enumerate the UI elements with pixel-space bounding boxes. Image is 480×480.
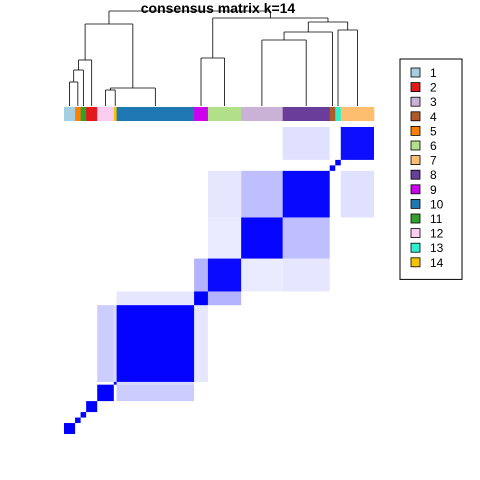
annotation-segment-12 <box>97 107 115 121</box>
legend-swatch-6 <box>410 140 421 151</box>
block-cluster-11 <box>80 412 87 418</box>
block-cluster-4 <box>329 165 336 171</box>
block-cluster-6 <box>207 258 242 292</box>
legend-swatch-8 <box>410 169 421 180</box>
legend-label-12: 12 <box>430 227 444 241</box>
legend-label-14: 14 <box>430 256 444 270</box>
offdiag-cell-10-14 <box>113 305 117 382</box>
offdiag-cell-10-12 <box>97 305 114 382</box>
legend-label-1: 1 <box>430 66 437 80</box>
legend-swatch-3 <box>410 96 421 107</box>
block-cluster-14 <box>113 381 117 385</box>
annotation-segment-8 <box>282 107 331 121</box>
block-cluster-13 <box>335 159 341 166</box>
legend-swatch-10 <box>410 198 421 209</box>
annotation-segment-3 <box>241 107 283 121</box>
legend-label-11: 11 <box>430 212 443 226</box>
legend-label-8: 8 <box>430 168 437 182</box>
legend-swatch-14 <box>410 257 421 268</box>
annotation-segment-1 <box>64 107 76 121</box>
annotation-segment-2 <box>86 107 98 121</box>
legend-swatch-2 <box>410 82 421 92</box>
legend-swatch-1 <box>410 67 421 78</box>
legend-swatch-4 <box>410 111 421 122</box>
offdiag-cell-10-14-t <box>116 381 195 385</box>
block-cluster-12 <box>97 384 114 402</box>
annotation-segment-14 <box>113 107 117 121</box>
offdiag-cell-3-6-t <box>241 258 283 292</box>
annotation-segment-13 <box>335 107 342 121</box>
annotation-segment-9 <box>194 107 209 121</box>
offdiag-cell-3-6 <box>207 217 242 259</box>
offdiag-cell-8-3-t <box>282 217 330 259</box>
block-cluster-9 <box>194 291 208 306</box>
offdiag-cell-8-6 <box>207 170 242 218</box>
offdiag-cell-8-7 <box>340 170 374 218</box>
annotation-segment-4 <box>329 107 336 121</box>
legend-swatch-5 <box>410 126 421 136</box>
legend-label-7: 7 <box>430 154 437 168</box>
legend-box <box>399 58 463 280</box>
offdiag-cell-8-3 <box>241 170 283 218</box>
block-cluster-1 <box>64 423 76 434</box>
chart-title: consensus matrix k=14 <box>141 0 296 16</box>
offdiag-cell-8-7-t <box>282 127 330 160</box>
offdiag-cell-10-12-t <box>116 384 195 402</box>
offdiag-cell-6-9 <box>194 258 208 292</box>
legend-swatch-9 <box>410 184 421 195</box>
block-cluster-2 <box>86 401 98 413</box>
consensus-matrix <box>64 127 374 434</box>
annotation-segment-5 <box>75 107 81 121</box>
column-annotation-bar <box>64 107 375 121</box>
offdiag-cell-10-9-t <box>116 291 195 306</box>
block-cluster-8 <box>282 170 330 218</box>
legend-label-10: 10 <box>430 197 444 211</box>
block-cluster-5 <box>75 417 81 424</box>
annotation-segment-7 <box>340 107 375 121</box>
annotation-segment-6 <box>207 107 242 121</box>
annotation-segment-11 <box>80 107 87 121</box>
legend-label-13: 13 <box>430 241 444 255</box>
legend-label-3: 3 <box>430 95 437 109</box>
legend-label-4: 4 <box>430 110 437 124</box>
legend-label-5: 5 <box>430 124 437 138</box>
legend-swatch-13 <box>410 242 421 253</box>
legend-label-2: 2 <box>430 81 437 95</box>
legend-swatch-7 <box>410 155 421 166</box>
offdiag-cell-8-6-t <box>282 258 330 292</box>
block-cluster-10 <box>116 305 195 382</box>
legend-label-9: 9 <box>430 183 437 197</box>
block-cluster-7 <box>340 127 374 160</box>
offdiag-cell-6-9-t <box>207 291 242 306</box>
legend-label-6: 6 <box>430 139 437 153</box>
annotation-segment-10 <box>116 107 195 121</box>
dendrogram <box>69 10 358 106</box>
block-cluster-3 <box>241 217 283 259</box>
legend-swatch-12 <box>410 228 421 239</box>
offdiag-cell-10-9 <box>194 305 208 382</box>
legend-swatch-11 <box>410 213 421 224</box>
